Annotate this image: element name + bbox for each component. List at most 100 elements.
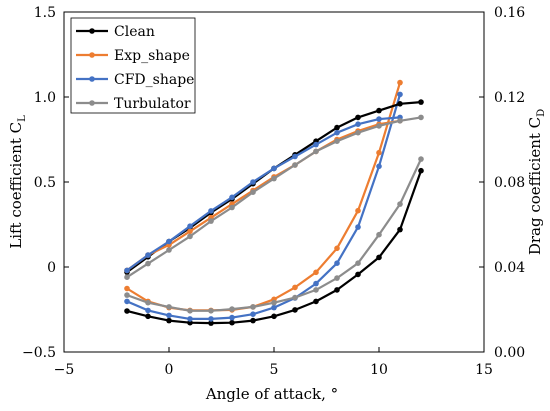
cfd-shape-drag-point xyxy=(250,311,256,318)
left-y-tick-label: 0 xyxy=(47,260,56,276)
clean-lift-point xyxy=(355,114,361,121)
clean-drag-point xyxy=(376,254,382,261)
clean-drag-point xyxy=(271,313,277,320)
cfd-shape-lift-point xyxy=(145,252,151,258)
clean-drag-point xyxy=(418,167,424,174)
cfd-shape-lift-point xyxy=(271,165,277,172)
turbulator-drag-point xyxy=(397,201,403,207)
clean-drag-point xyxy=(250,317,256,324)
cfd-shape-drag-point xyxy=(376,163,382,170)
cfd-shape-lift-point xyxy=(334,129,340,136)
clean-drag-point xyxy=(166,317,172,324)
turbulator-lift-point xyxy=(124,274,130,281)
clean-drag-point xyxy=(208,320,214,326)
legend-item-exp-shape: Exp_shape xyxy=(76,48,190,64)
cfd-shape-lift-point xyxy=(166,238,172,245)
cfd-shape-lift-series xyxy=(124,114,403,274)
plot-content xyxy=(124,79,424,326)
right-y-tick-label: 0.04 xyxy=(494,260,525,276)
x-tick-label: 0 xyxy=(165,362,174,378)
exp-shape-drag-point xyxy=(355,207,361,214)
turbulator-drag-point xyxy=(292,294,298,301)
turbulator-drag-point xyxy=(229,306,235,312)
exp-shape-lift-series xyxy=(124,118,403,274)
clean-lift-point xyxy=(418,99,424,105)
turbulator-lift-point xyxy=(313,148,319,155)
cfd-shape-drag-point xyxy=(208,316,214,322)
cfd-shape-drag-point xyxy=(313,280,319,287)
turbulator-drag-point xyxy=(271,299,277,306)
cfd-shape-lift-point xyxy=(208,208,214,214)
x-tick-label: 10 xyxy=(370,362,388,378)
left-y-tick-label: 1.5 xyxy=(34,5,56,21)
turbulator-drag-point xyxy=(250,304,256,310)
turbulator-drag-point xyxy=(187,308,193,314)
exp-shape-drag-point xyxy=(124,285,130,292)
turbulator-lift-series xyxy=(124,114,424,281)
turbulator-drag-point xyxy=(355,260,361,267)
clean-drag-point xyxy=(397,226,403,233)
turbulator-lift-point xyxy=(355,129,361,136)
turbulator-drag-point xyxy=(376,231,382,238)
clean-drag-series xyxy=(124,167,424,326)
legend-item-clean: Clean xyxy=(76,24,155,40)
cfd-shape-lift-point xyxy=(292,153,298,160)
exp-shape-drag-point xyxy=(313,269,319,276)
cfd-shape-drag-point xyxy=(166,312,172,319)
cfd-shape-drag-point xyxy=(271,304,277,311)
turbulator-lift-line xyxy=(126,116,422,279)
x-axis-label: Angle of attack, ° xyxy=(205,385,338,403)
turbulator-lift-point xyxy=(229,204,235,211)
exp-shape-drag-point xyxy=(334,245,340,252)
right-y-tick-label: 0.12 xyxy=(494,90,525,106)
turbulator-drag-point xyxy=(208,308,214,314)
cfd-shape-lift-point xyxy=(124,267,130,274)
exp-shape-drag-point xyxy=(376,149,382,156)
turbulator-drag-point xyxy=(313,287,319,293)
turbulator-drag-point xyxy=(124,292,130,298)
left-y-axis: −0.5 0 0.5 1.0 1.5 xyxy=(22,5,69,361)
exp-shape-lift-line xyxy=(126,119,401,272)
clean-lift-point xyxy=(397,101,403,107)
cfd-shape-drag-point xyxy=(397,91,403,98)
x-tick-label: 5 xyxy=(270,362,279,378)
right-y-axis-label: Drag coefficient CD xyxy=(526,109,547,255)
legend-label: CFD_shape xyxy=(114,72,194,88)
left-y-tick-label: 1.0 xyxy=(34,90,56,106)
legend-item-cfd-shape: CFD_shape xyxy=(76,72,194,88)
turbulator-lift-point xyxy=(166,247,172,253)
clean-drag-point xyxy=(145,313,151,320)
left-y-tick-label: −0.5 xyxy=(22,345,56,361)
cfd-shape-lift-point xyxy=(355,121,361,127)
turbulator-lift-point xyxy=(187,233,193,240)
legend-marker xyxy=(89,52,95,58)
clean-drag-point xyxy=(313,298,319,305)
clean-drag-point xyxy=(229,319,235,326)
exp-shape-drag-series xyxy=(124,79,403,314)
legend-box xyxy=(70,17,196,114)
turbulator-lift-point xyxy=(292,162,298,168)
cfd-shape-lift-line xyxy=(126,116,401,272)
x-tick-label: 15 xyxy=(475,362,493,378)
turbulator-lift-point xyxy=(208,218,214,224)
left-y-tick-label: 0.5 xyxy=(34,175,56,191)
cfd-shape-lift-point xyxy=(250,179,256,185)
clean-drag-point xyxy=(334,287,340,293)
cfd-shape-lift-point xyxy=(313,141,319,148)
turbulator-lift-point xyxy=(397,118,403,124)
right-y-tick-label: 0.16 xyxy=(494,5,525,21)
right-y-tick-label: 0.00 xyxy=(494,345,525,361)
turbulator-lift-point xyxy=(271,175,277,182)
cfd-shape-drag-point xyxy=(334,260,340,267)
cfd-shape-drag-point xyxy=(124,298,130,305)
clean-drag-point xyxy=(124,308,130,314)
cfd-shape-lift-point xyxy=(187,223,193,229)
cfd-shape-drag-point xyxy=(187,316,193,322)
legend-label: Clean xyxy=(114,24,155,40)
turbulator-drag-series xyxy=(124,156,424,314)
exp-shape-lift-point xyxy=(187,228,193,235)
cfd-shape-drag-point xyxy=(145,307,151,314)
cfd-shape-drag-line xyxy=(126,94,402,320)
legend-item-turbulator: Turbulator xyxy=(76,96,191,112)
